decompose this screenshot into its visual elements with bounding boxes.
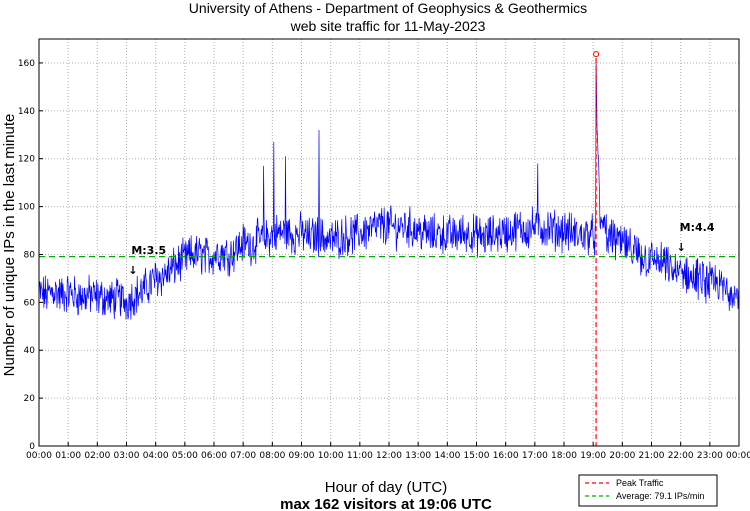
reference-lines — [39, 51, 739, 446]
peak-summary: max 162 visitors at 19:06 UTC — [280, 496, 492, 511]
grid-lines — [39, 39, 739, 446]
x-tick-label: 19:00 — [580, 451, 606, 461]
x-tick-label: 12:00 — [376, 451, 402, 461]
x-tick-label: 01:00 — [55, 451, 81, 461]
y-axis-label: Number of unique IPs in the last minute — [1, 114, 18, 377]
x-tick-label: 10:00 — [318, 451, 344, 461]
quake-arrow: ↓ — [677, 241, 686, 254]
x-tick-label: 00:00 — [726, 451, 750, 461]
x-tick-label: 06:00 — [201, 451, 227, 461]
x-tick-label: 13:00 — [405, 451, 431, 461]
chart-title-line2: web site traffic for 11-May-2023 — [290, 18, 486, 34]
x-tick-label: 11:00 — [347, 451, 373, 461]
x-tick-label: 03:00 — [114, 451, 140, 461]
x-tick-label: 07:00 — [230, 451, 256, 461]
annotations: M:3.5 ↓ M:4.4 ↓ — [128, 221, 715, 277]
y-tick-label: 160 — [18, 59, 35, 69]
x-tick-label: 17:00 — [522, 451, 548, 461]
quake-label: M:4.4 — [680, 221, 715, 234]
x-tick-label: 16:00 — [493, 451, 519, 461]
legend: Peak Traffic Average: 79.1 IPs/min — [578, 474, 718, 507]
x-tick-label: 23:00 — [697, 451, 723, 461]
chart-title-line1: University of Athens - Department of Geo… — [189, 0, 587, 16]
y-tick-label: 80 — [24, 250, 36, 260]
y-tick-label: 20 — [24, 394, 36, 404]
x-tick-label: 15:00 — [464, 451, 490, 461]
x-tick-label: 02:00 — [84, 451, 110, 461]
legend-box — [578, 474, 718, 507]
x-tick-label: 08:00 — [259, 451, 285, 461]
x-axis-label: Hour of day (UTC) — [325, 479, 448, 496]
x-tick-label: 05:00 — [172, 451, 198, 461]
x-tick-label: 21:00 — [639, 451, 665, 461]
plot-frame — [38, 38, 740, 447]
y-tick-label: 140 — [18, 107, 35, 117]
y-tick-label: 60 — [24, 298, 36, 308]
x-tick-label: 09:00 — [289, 451, 315, 461]
quake-label: M:3.5 — [131, 244, 166, 257]
y-tick-label: 40 — [24, 346, 36, 356]
x-tick-label: 14:00 — [434, 451, 460, 461]
traffic-line — [38, 58, 740, 320]
x-tick-label: 20:00 — [609, 451, 635, 461]
quake-arrow: ↓ — [128, 264, 137, 277]
peak-marker — [593, 51, 600, 58]
traffic-series — [38, 58, 740, 320]
legend-average-label: Average: 79.1 IPs/min — [616, 491, 704, 501]
legend-peak-label: Peak Traffic — [616, 478, 664, 488]
x-tick-label: 00:00 — [26, 451, 52, 461]
y-tick-label: 0 — [29, 442, 35, 452]
y-tick-label: 100 — [18, 203, 35, 213]
x-tick-label: 04:00 — [143, 451, 169, 461]
y-tick-label: 120 — [18, 155, 35, 165]
x-tick-label: 22:00 — [668, 451, 694, 461]
x-tick-label: 18:00 — [551, 451, 577, 461]
